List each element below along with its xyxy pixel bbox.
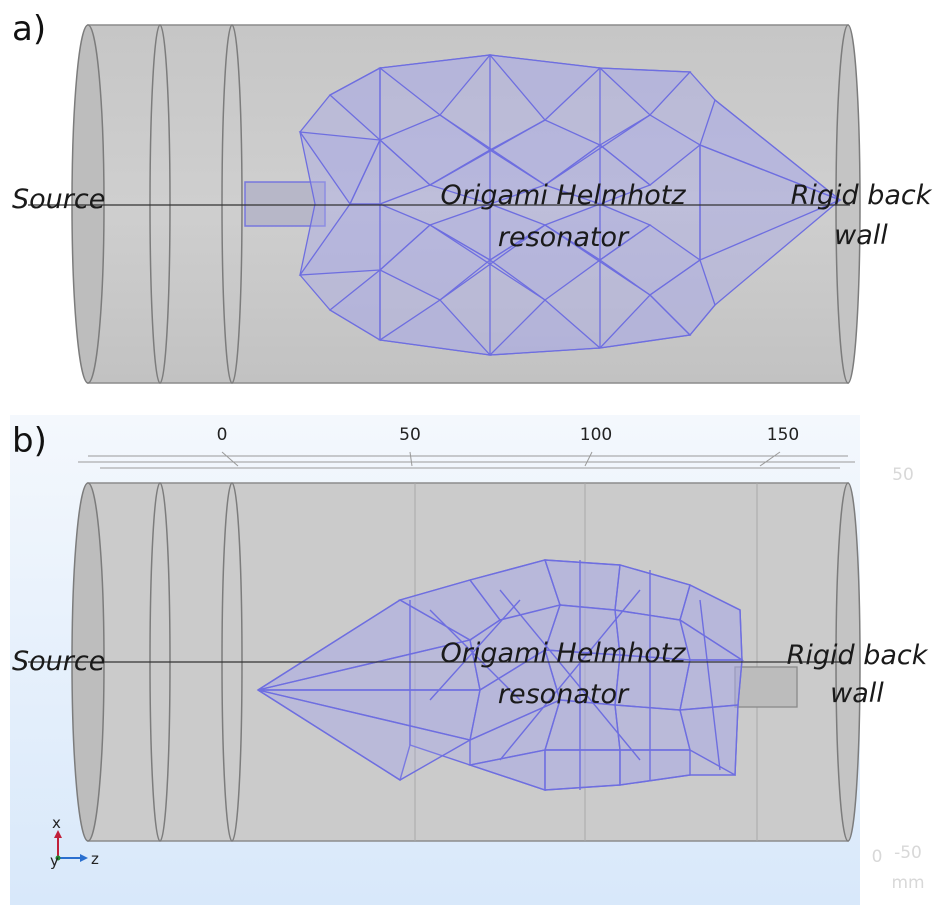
resonator-neck bbox=[734, 666, 798, 708]
source-label: Source bbox=[12, 184, 105, 215]
top-ruler bbox=[78, 451, 855, 469]
panel-b: 0 50 100 150 50 0 -50 mm bbox=[10, 415, 943, 905]
resonator-label-line1: Origami Helmhotz bbox=[440, 180, 686, 211]
resonator-label-line1: Origami Helmhotz bbox=[440, 638, 686, 669]
wall-label-line2: wall bbox=[830, 678, 884, 709]
wall-label-line1: Rigid back bbox=[787, 640, 929, 671]
panel-tag: a) bbox=[12, 9, 46, 49]
axis-x-label: x bbox=[52, 814, 61, 832]
ruler-tick: 50 bbox=[399, 425, 421, 445]
cylinder-ring-1 bbox=[149, 24, 171, 384]
axis-triad: x y z bbox=[50, 814, 99, 870]
side-tick: 50 bbox=[892, 465, 914, 485]
axis-z-label: z bbox=[91, 850, 99, 868]
ruler-tick: 100 bbox=[580, 425, 612, 445]
ruler-tick: 150 bbox=[767, 425, 799, 445]
wall-label-line1: Rigid back bbox=[791, 180, 933, 211]
ruler-tick: 0 bbox=[217, 425, 228, 445]
side-tick: -50 bbox=[894, 843, 922, 863]
side-unit: mm bbox=[891, 873, 924, 893]
axis-y-label: y bbox=[50, 852, 59, 870]
resonator-label-line2: resonator bbox=[498, 679, 630, 710]
wall-label-line2: wall bbox=[834, 220, 888, 251]
cylinder-left-cap bbox=[71, 24, 105, 384]
origami-resonator bbox=[256, 559, 745, 791]
panel-a: a) Source Origami Helmhotz resonator Rig… bbox=[12, 9, 933, 384]
side-tick: 0 bbox=[872, 847, 883, 867]
cylinder-body bbox=[87, 24, 849, 384]
side-panel bbox=[860, 435, 943, 905]
cylinder-ring-2 bbox=[221, 24, 243, 384]
panel-tag: b) bbox=[12, 421, 47, 461]
source-label: Source bbox=[12, 646, 105, 677]
resonator-label-line2: resonator bbox=[498, 222, 630, 253]
